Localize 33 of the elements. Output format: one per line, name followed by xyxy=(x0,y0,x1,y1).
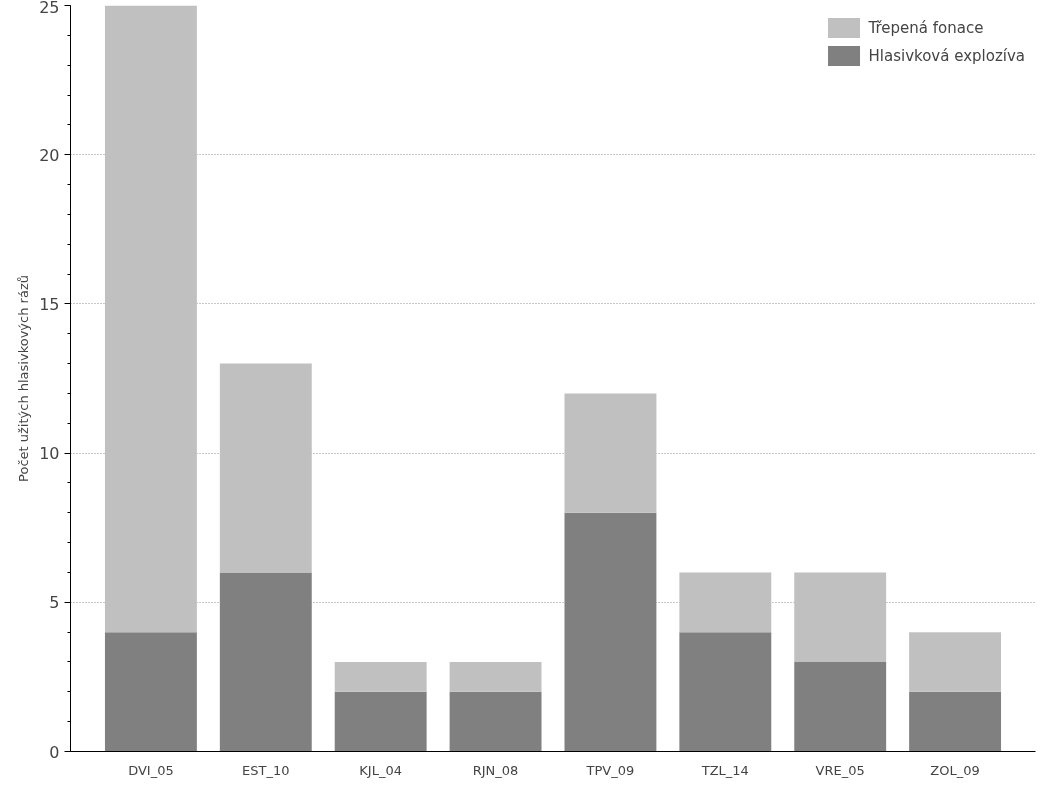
x-tick-label: KJL_04 xyxy=(359,762,403,778)
bar xyxy=(219,363,312,573)
bar xyxy=(104,5,197,633)
bar xyxy=(794,572,887,662)
y-tick-label: 15 xyxy=(39,294,60,314)
bar xyxy=(449,661,542,692)
bar xyxy=(794,661,887,752)
y-tick-label: 5 xyxy=(49,593,60,613)
legend-label: Hlasivková explozíva xyxy=(868,46,1025,65)
bar xyxy=(564,512,657,752)
bar xyxy=(679,572,772,633)
y-tick-label: 10 xyxy=(39,444,60,464)
x-tick-label: TPV_09 xyxy=(585,762,635,778)
x-tick-label: DVI_05 xyxy=(128,762,174,778)
bar xyxy=(564,393,657,513)
x-tick-label: TZL_14 xyxy=(700,762,749,778)
y-tick-label: 20 xyxy=(39,145,60,165)
bar xyxy=(449,691,542,752)
x-tick-label: RJN_08 xyxy=(472,762,519,778)
x-tick-label: EST_10 xyxy=(242,762,290,778)
legend-label: Třepená fonace xyxy=(868,18,984,37)
y-axis-title: Počet užitých hlasivkových rázů xyxy=(16,275,32,482)
bar xyxy=(679,632,772,752)
bar xyxy=(334,691,427,752)
bar xyxy=(334,661,427,692)
bar xyxy=(909,632,1002,692)
bar xyxy=(104,632,197,752)
y-tick-label: 25 xyxy=(39,0,60,17)
y-tick-label: 0 xyxy=(49,742,60,762)
bar xyxy=(909,691,1002,752)
bar xyxy=(219,572,312,752)
x-tick-label: ZOL_09 xyxy=(930,762,980,778)
x-tick-label: VRE_05 xyxy=(815,762,865,778)
